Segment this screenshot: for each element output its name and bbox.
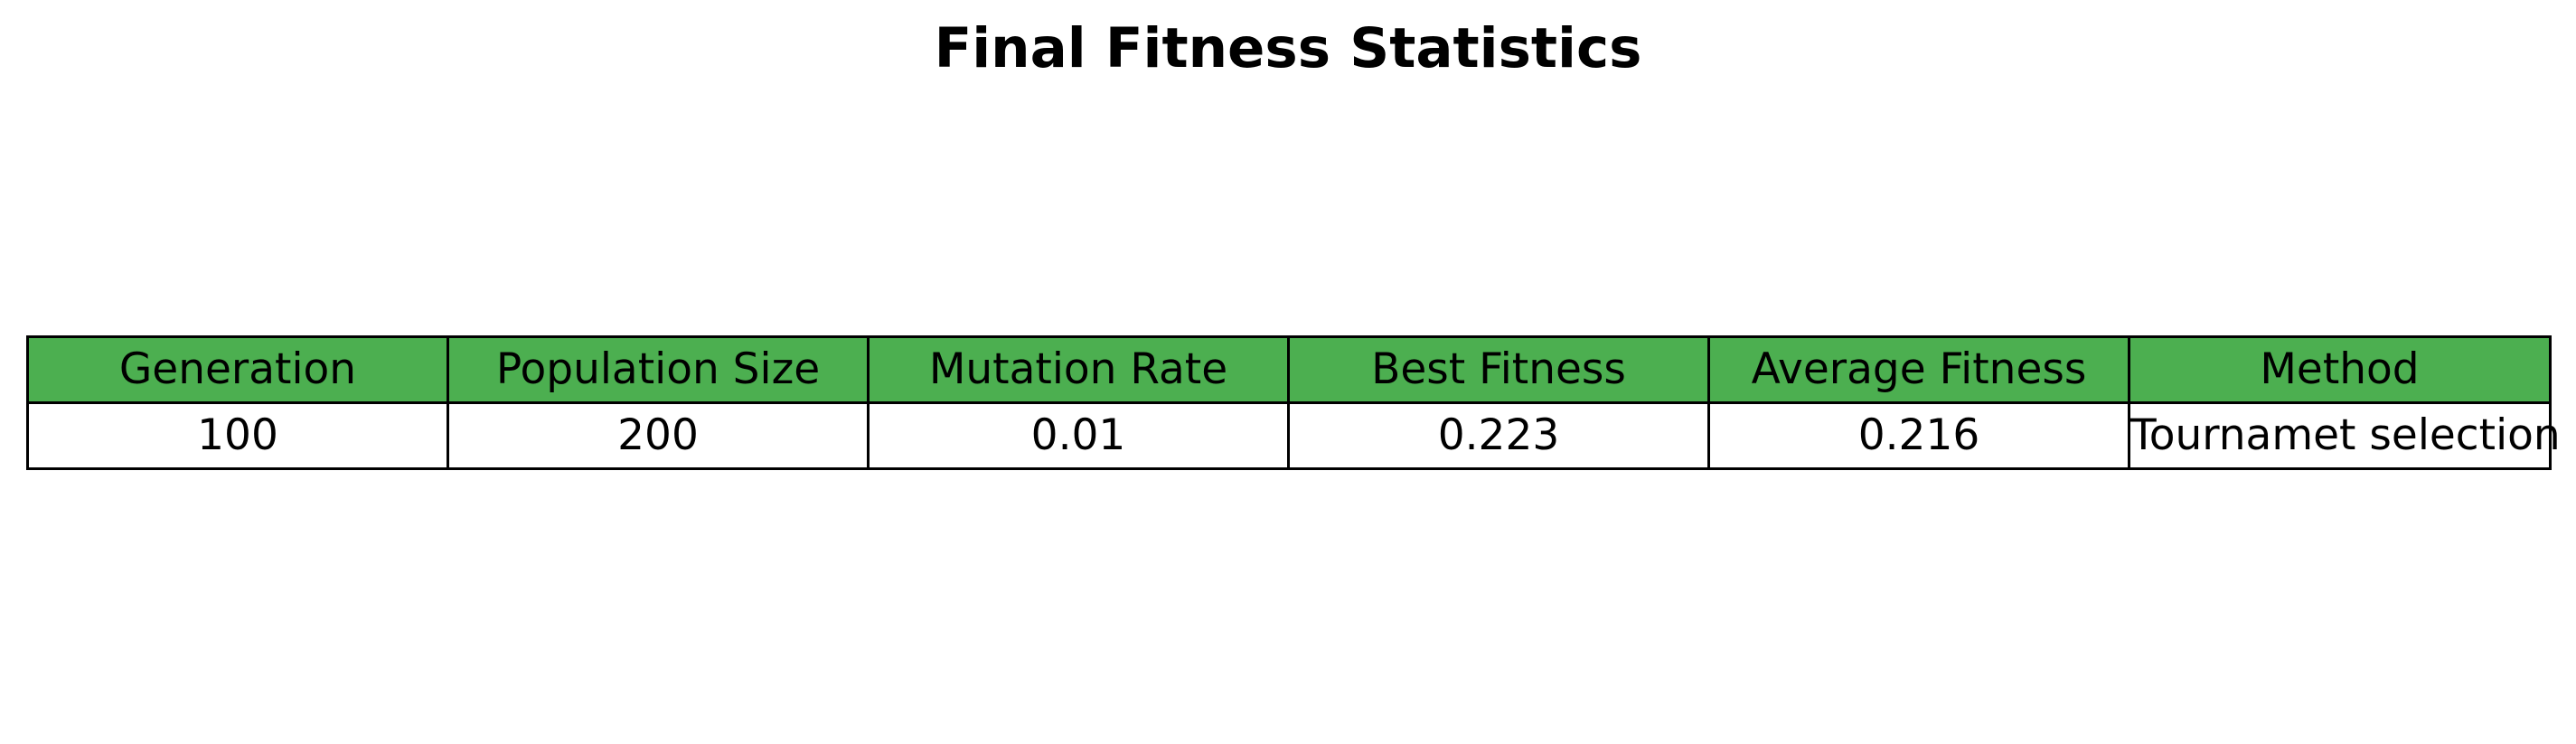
cell-average-fitness: 0.216 xyxy=(1707,401,2130,470)
cell-best-fitness: 0.223 xyxy=(1287,401,1710,470)
header-population-size: Population Size xyxy=(447,335,870,404)
table-header-row: Generation Population Size Mutation Rate… xyxy=(26,335,2552,404)
chart-title: Final Fitness Statistics xyxy=(934,16,1642,80)
cell-population-size: 200 xyxy=(447,401,870,470)
header-mutation-rate: Mutation Rate xyxy=(867,335,1290,404)
fitness-stats-table: Generation Population Size Mutation Rate… xyxy=(26,335,2561,470)
table-row: 100 200 0.01 0.223 0.216 Tournamet selec… xyxy=(26,401,2561,470)
cell-method: Tournamet selection xyxy=(2128,401,2561,470)
header-best-fitness: Best Fitness xyxy=(1287,335,1710,404)
header-average-fitness: Average Fitness xyxy=(1707,335,2130,404)
header-generation: Generation xyxy=(26,335,449,404)
cell-mutation-rate: 0.01 xyxy=(867,401,1290,470)
cell-generation: 100 xyxy=(26,401,449,470)
header-method: Method xyxy=(2128,335,2552,404)
